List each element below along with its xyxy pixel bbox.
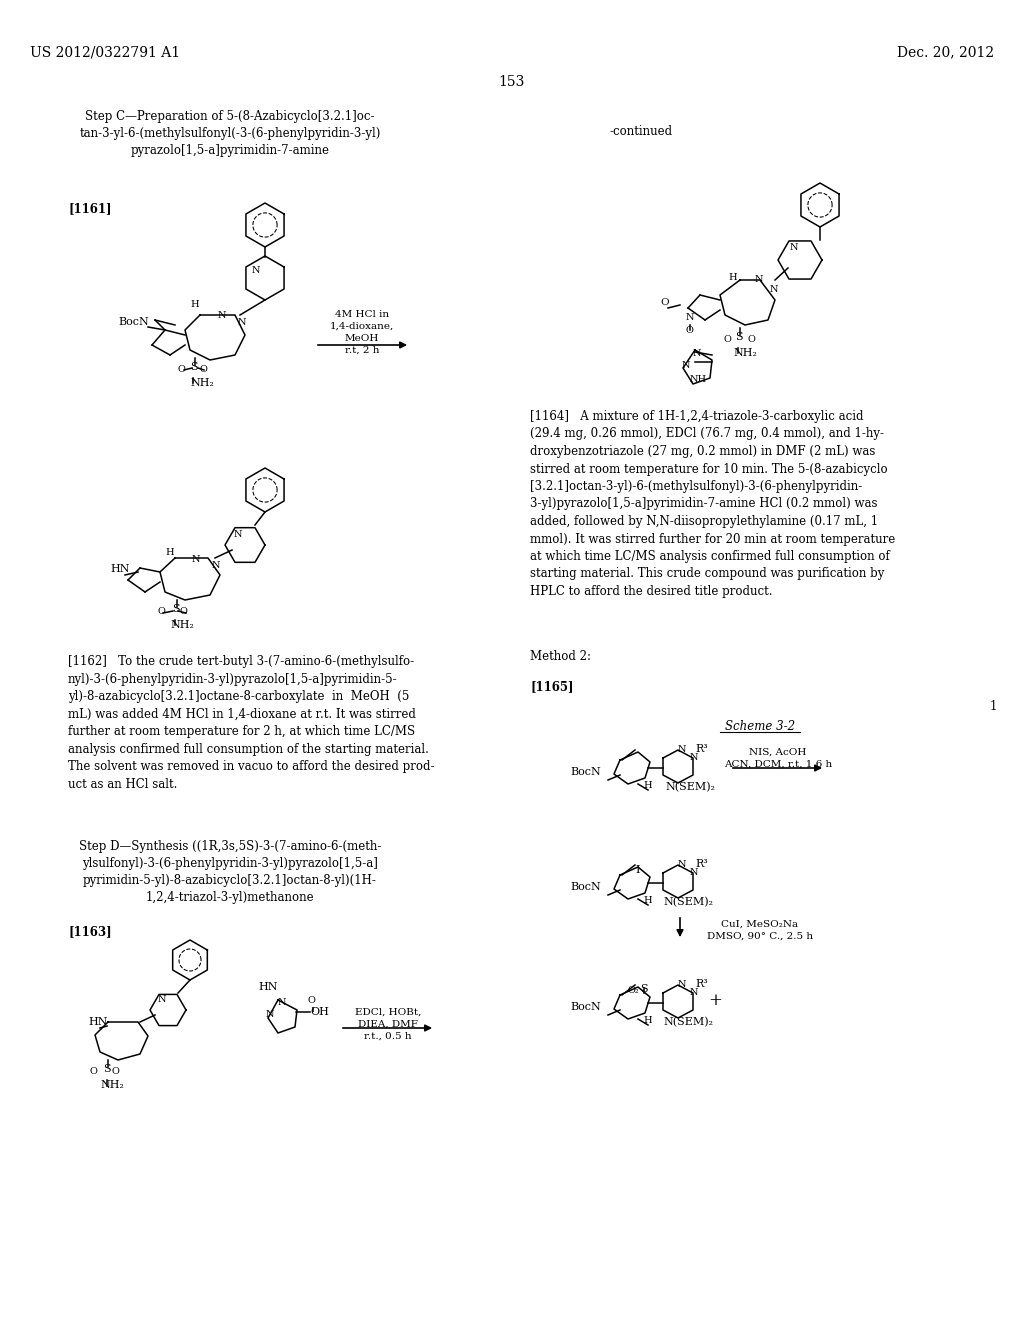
Text: O: O	[157, 607, 165, 616]
Text: [1165]: [1165]	[530, 680, 573, 693]
Text: NIS, AcOH
ACN, DCM, r.t, 1 6 h: NIS, AcOH ACN, DCM, r.t, 1 6 h	[724, 748, 833, 768]
Text: Method 2:: Method 2:	[530, 649, 591, 663]
Text: NH₂: NH₂	[170, 620, 194, 630]
Text: O: O	[112, 1067, 120, 1076]
Text: N: N	[755, 275, 764, 284]
Text: R³: R³	[695, 859, 708, 869]
Text: S: S	[735, 333, 742, 342]
Text: NH₂: NH₂	[100, 1080, 124, 1090]
Text: N(SEM)₂: N(SEM)₂	[663, 1016, 713, 1027]
Text: BocN: BocN	[570, 882, 601, 892]
Text: 1: 1	[990, 700, 997, 713]
Text: [1163]: [1163]	[68, 925, 112, 939]
Text: Step D—Synthesis ((1R,3s,5S)-3-(7-amino-6-(meth-
ylsulfonyl)-3-(6-phenylpyridin-: Step D—Synthesis ((1R,3s,5S)-3-(7-amino-…	[79, 840, 381, 904]
Text: N: N	[266, 1010, 274, 1019]
Text: [1164]   A mixture of 1H-1,2,4-triazole-3-carboxylic acid
(29.4 mg, 0.26 mmol), : [1164] A mixture of 1H-1,2,4-triazole-3-…	[530, 411, 895, 598]
Text: S: S	[640, 983, 647, 994]
Text: S: S	[103, 1064, 111, 1074]
Text: H: H	[728, 273, 736, 282]
Text: US 2012/0322791 A1: US 2012/0322791 A1	[30, 45, 180, 59]
Text: [1162]   To the crude tert-butyl 3-(7-amino-6-(methylsulfo-
nyl)-3-(6-phenylpyri: [1162] To the crude tert-butyl 3-(7-amin…	[68, 655, 434, 791]
Text: N(SEM)₂: N(SEM)₂	[665, 781, 715, 792]
Text: O: O	[748, 335, 756, 345]
Text: 4M HCl in
1,4-dioxane,
MeOH
r.t, 2 h: 4M HCl in 1,4-dioxane, MeOH r.t, 2 h	[330, 310, 394, 354]
Text: R³: R³	[695, 979, 708, 989]
Text: N: N	[218, 312, 226, 319]
Text: NH₂: NH₂	[190, 378, 214, 388]
Text: O: O	[723, 335, 731, 345]
Text: Scheme 3-2: Scheme 3-2	[725, 719, 795, 733]
Text: -continued: -continued	[610, 125, 673, 139]
Text: O₂: O₂	[628, 986, 640, 995]
Text: O: O	[178, 366, 186, 374]
Text: O: O	[90, 1067, 98, 1076]
Text: BocN: BocN	[570, 1002, 601, 1012]
Text: N: N	[234, 531, 243, 539]
Text: [1161]: [1161]	[68, 202, 112, 215]
Text: O: O	[660, 298, 669, 308]
Text: H: H	[643, 1016, 651, 1026]
Text: I: I	[635, 865, 640, 875]
Text: N: N	[790, 243, 799, 252]
Text: N: N	[193, 554, 201, 564]
Text: N: N	[158, 995, 167, 1005]
Text: BocN: BocN	[118, 317, 148, 327]
Text: HN: HN	[258, 982, 278, 993]
Text: NH₂: NH₂	[733, 348, 757, 358]
Text: N: N	[212, 561, 220, 570]
Text: N: N	[690, 869, 698, 876]
Text: N: N	[693, 348, 701, 358]
Text: H: H	[190, 300, 199, 309]
Text: N: N	[678, 744, 686, 754]
Text: H: H	[643, 896, 651, 906]
Text: Step C—Preparation of 5-(8-Azabicyclo[3.2.1]oc-
tan-3-yl-6-(methylsulfonyl(-3-(6: Step C—Preparation of 5-(8-Azabicyclo[3.…	[79, 110, 381, 157]
Text: O: O	[180, 607, 187, 616]
Text: O: O	[308, 997, 315, 1005]
Text: O: O	[200, 366, 208, 374]
Text: N: N	[238, 318, 247, 327]
Text: N: N	[690, 752, 698, 762]
Text: N: N	[682, 360, 690, 370]
Text: N: N	[686, 313, 694, 322]
Text: NH: NH	[690, 375, 708, 384]
Text: H: H	[643, 781, 651, 789]
Text: N: N	[770, 285, 778, 294]
Text: Dec. 20, 2012: Dec. 20, 2012	[897, 45, 994, 59]
Text: O: O	[685, 326, 693, 335]
Text: OH: OH	[310, 1007, 329, 1016]
Text: H: H	[165, 548, 174, 557]
Text: N: N	[252, 267, 260, 275]
Text: +: +	[708, 993, 722, 1008]
Text: EDCl, HOBt,
DIEA, DMF
r.t., 0.5 h: EDCl, HOBt, DIEA, DMF r.t., 0.5 h	[354, 1008, 421, 1040]
Text: N: N	[678, 861, 686, 869]
Text: R³: R³	[695, 744, 708, 754]
Text: HN: HN	[88, 1016, 108, 1027]
Text: S: S	[172, 605, 179, 614]
Text: S: S	[190, 362, 198, 372]
Text: N: N	[690, 987, 698, 997]
Text: BocN: BocN	[570, 767, 601, 777]
Text: HN: HN	[110, 564, 129, 574]
Text: 153: 153	[499, 75, 525, 88]
Text: CuI, MeSO₂Na
DMSO, 90° C., 2.5 h: CuI, MeSO₂Na DMSO, 90° C., 2.5 h	[707, 920, 813, 941]
Text: N(SEM)₂: N(SEM)₂	[663, 896, 713, 907]
Text: N: N	[678, 979, 686, 989]
Text: N: N	[278, 998, 287, 1007]
